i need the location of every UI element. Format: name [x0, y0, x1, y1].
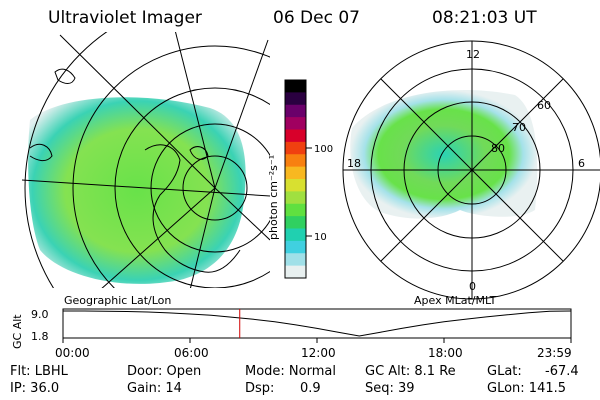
geographic-map	[22, 32, 270, 288]
colorbar-unit-label: photon cm⁻²s⁻¹	[267, 155, 280, 240]
colorbar-cell	[285, 166, 306, 180]
mlat-label-60: 60	[537, 99, 551, 112]
instrument-title: Ultraviolet Imager	[48, 8, 202, 28]
mlt-label-6: 6	[578, 157, 585, 170]
ip-label: IP: 36.0	[10, 381, 60, 396]
mlt-label-18: 18	[347, 157, 361, 170]
ytick-1.8: 1.8	[31, 330, 49, 343]
colorbar-cell	[285, 253, 306, 267]
glon-label: GLon: 141.5	[487, 381, 567, 396]
glat-label: GLat:	[487, 364, 522, 379]
colorbar-cell	[285, 265, 306, 279]
altitude-series-line	[63, 310, 572, 337]
mlat-label-70: 70	[512, 121, 526, 134]
colorbar-cell	[285, 92, 306, 106]
time-label: 08:21:03 UT	[432, 8, 537, 28]
dsp-label: Dsp:	[245, 381, 275, 396]
left-grid	[22, 32, 270, 288]
ytick-9: 9.0	[31, 308, 49, 321]
altitude-chart: GC Alt 9.0 1.8 00:00 06:00 12:00 18:00 23:59	[11, 308, 572, 360]
filter-label: Flt: LBHL	[10, 364, 68, 379]
colorbar-cell	[285, 179, 306, 192]
door-label: Door: Open	[127, 364, 202, 379]
xtick-label: 23:59	[537, 346, 572, 360]
colorbar-cell	[285, 191, 306, 205]
colorbar: 100 10 photon cm⁻²s⁻¹	[267, 79, 333, 279]
mlt-label-0: 0	[469, 280, 476, 293]
glat-value: -67.4	[545, 364, 579, 379]
xtick-label: 12:00	[301, 346, 336, 360]
right-map-caption: Apex MLat/MLT	[414, 294, 497, 307]
gcalt-label: GC Alt: 8.1 Re	[365, 364, 456, 379]
polar-map: 12 18 6 0 60 70 80	[342, 40, 600, 300]
xtick-label: 00:00	[55, 346, 90, 360]
colorbar-cell	[285, 154, 306, 168]
colorbar-cell	[285, 216, 306, 229]
right-aurora-image	[350, 90, 538, 219]
colorbar-cell	[285, 203, 306, 217]
colorbar-cell	[285, 80, 306, 93]
left-aurora-image	[28, 97, 246, 284]
gain-label: Gain: 14	[127, 381, 182, 396]
chart-ylabel: GC Alt	[11, 314, 24, 349]
colorbar-cell	[285, 117, 306, 130]
colorbar-tick-10: 10	[314, 232, 327, 243]
colorbar-cell	[285, 240, 306, 254]
mode-label: Mode: Normal	[245, 364, 336, 379]
dsp-value: 0.9	[300, 381, 321, 396]
seq-label: Seq: 39	[365, 381, 415, 396]
left-map-caption: Geographic Lat/Lon	[64, 294, 171, 307]
xtick-label: 18:00	[428, 346, 463, 360]
colorbar-cell	[285, 104, 306, 118]
coastlines	[29, 68, 241, 273]
date-label: 06 Dec 07	[273, 8, 360, 28]
colorbar-cell	[285, 228, 306, 242]
colorbar-tick-100: 100	[314, 144, 333, 155]
colorbar-cell	[285, 129, 306, 143]
xtick-label: 06:00	[174, 346, 209, 360]
mlt-label-12: 12	[466, 48, 480, 61]
mlat-label-80: 80	[491, 142, 505, 155]
colorbar-cell	[285, 141, 306, 155]
